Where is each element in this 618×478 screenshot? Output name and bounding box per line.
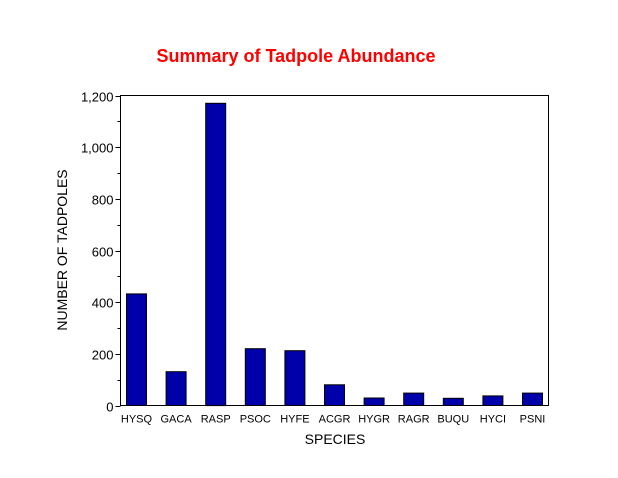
x-tick-label: PSOC [240, 414, 271, 426]
y-tick-label: 0 [106, 400, 113, 415]
x-tick-label: GACA [161, 414, 193, 426]
bar-hysq [126, 293, 147, 406]
x-tick-label: BUQU [437, 414, 469, 426]
x-axis-label: SPECIES [305, 431, 366, 447]
x-tick-label: PSNI [520, 414, 546, 426]
y-axis-label: NUMBER OF TADPOLES [54, 169, 70, 330]
chart-title: Summary of Tadpole Abundance [156, 46, 435, 66]
bar-hygr [363, 397, 385, 406]
bar-hyfe [284, 350, 306, 407]
y-tick-label: 1,000 [81, 141, 114, 156]
y-tick-label: 800 [92, 193, 114, 208]
bar-psoc [244, 348, 266, 407]
y-tick-label: 600 [92, 245, 114, 260]
x-tick-label: RASP [201, 414, 231, 426]
y-tick-label: 200 [92, 348, 114, 363]
y-tick-label: 400 [92, 296, 114, 311]
bar-psni [522, 392, 543, 407]
bars [126, 102, 543, 407]
bar-hyci [482, 395, 504, 406]
x-tick-label: HYCI [480, 414, 506, 426]
x-tick-label: RAGR [398, 414, 430, 426]
y-axis-ticks: 0 200 400 600 800 1,000 1,200 [81, 90, 121, 415]
bar-rasp [205, 102, 227, 407]
x-tick-label: HYSQ [121, 414, 153, 426]
x-axis-categories: HYSQ GACA RASP PSOC HYFE ACGR HYGR RAGR BUQU HYCI… [121, 414, 545, 426]
y-tick-label: 1,200 [81, 90, 114, 105]
plot-area-frame [120, 95, 549, 406]
x-tick-label: ACGR [319, 414, 351, 426]
bar-ragr [403, 392, 425, 407]
x-tick-label: HYFE [280, 414, 309, 426]
bar-buqu [442, 397, 464, 406]
bar-acgr [324, 384, 345, 406]
bar-gaca [165, 371, 187, 407]
x-tick-label: HYGR [358, 414, 390, 426]
